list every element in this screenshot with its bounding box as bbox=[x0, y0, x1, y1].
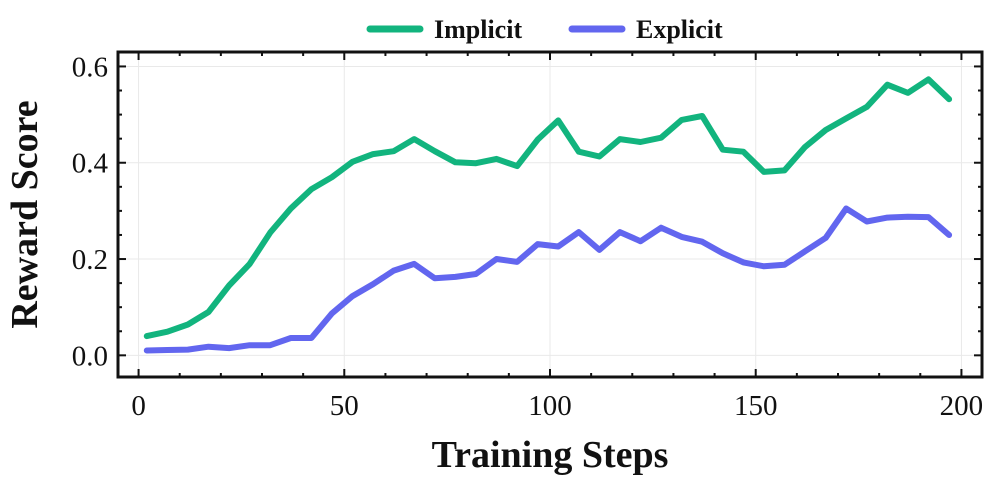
axis-ticks: 0 50 100 150 200 0.0 0.2 0.4 0.6 bbox=[72, 51, 983, 422]
y-tick-label: 0.0 bbox=[72, 340, 108, 372]
series-lines bbox=[143, 76, 953, 354]
y-tick-label: 0.6 bbox=[72, 51, 108, 83]
y-axis-title: Reward Score bbox=[4, 100, 46, 328]
grid-lines bbox=[118, 52, 982, 377]
series-line-implicit bbox=[143, 76, 953, 340]
legend-label-explicit: Explicit bbox=[636, 15, 723, 44]
legend: Implicit Explicit bbox=[366, 15, 723, 44]
x-tick-label: 0 bbox=[131, 390, 146, 422]
x-tick-label: 150 bbox=[734, 390, 778, 422]
y-tick-label: 0.2 bbox=[72, 244, 108, 276]
x-axis-title: Training Steps bbox=[432, 434, 669, 476]
x-tick-label: 50 bbox=[330, 390, 359, 422]
y-tick-label: 0.4 bbox=[72, 148, 109, 180]
legend-label-implicit: Implicit bbox=[434, 15, 522, 44]
x-tick-label: 100 bbox=[528, 390, 572, 422]
x-tick-label: 200 bbox=[940, 390, 984, 422]
series-line-explicit bbox=[143, 205, 953, 354]
